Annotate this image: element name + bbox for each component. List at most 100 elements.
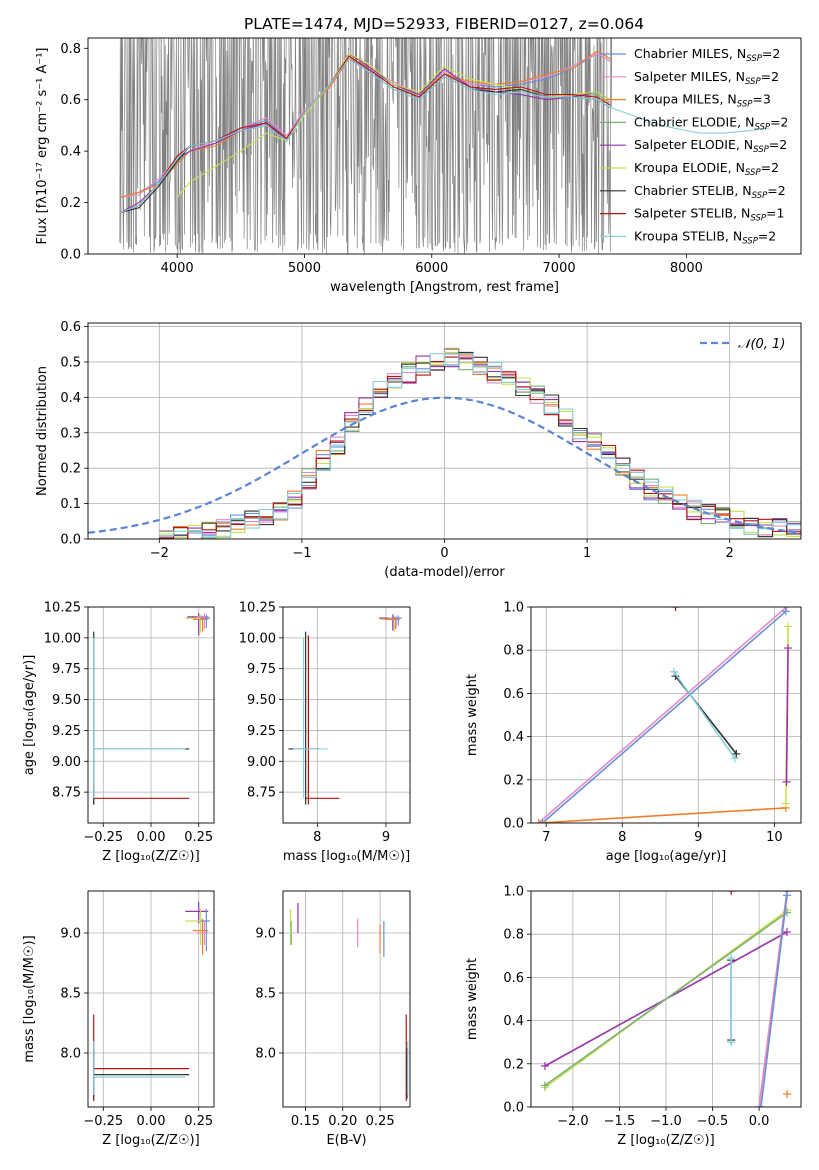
x-tick-label: 6000 <box>415 261 448 276</box>
y-tick-label: 10.00 <box>239 631 276 646</box>
y-tick-label: 0.6 <box>60 320 81 335</box>
y-tick-label: 0.2 <box>503 773 524 788</box>
plot-area <box>119 38 770 254</box>
axes-frame <box>87 322 802 540</box>
weight-marker <box>540 1081 549 1090</box>
legend-label: Chabrier STELIB, NSSP=2 <box>634 183 786 201</box>
x-tick-label: 0.25 <box>366 1114 395 1129</box>
weight-line-2 <box>544 911 788 1087</box>
y-tick-label: 9.50 <box>52 693 81 708</box>
panel-age-vs-Z: −0.25 0.00 0.25 8.75 9.00 9.25 9.50 9.75 10.00 10… <box>22 601 215 864</box>
y-axis-label: age [log₁₀(age/yr)] <box>22 655 37 776</box>
y-tick-label: 8.75 <box>247 786 276 801</box>
y-tick-label: 0.2 <box>503 1057 524 1072</box>
y-tick-label: 0.3 <box>60 426 81 441</box>
x-tick-label: 7 <box>542 830 550 845</box>
x-axis-label: mass [log₁₀(M/M☉)] <box>283 849 410 864</box>
axes-frame <box>87 890 215 1108</box>
weight-marker <box>671 607 680 611</box>
histogram-4 <box>159 352 801 539</box>
y-tick-label: 0.4 <box>503 730 524 745</box>
x-tick-label: −0.25 <box>83 1114 123 1129</box>
normal-curve <box>88 396 801 534</box>
panel-residuals: −2 −1 0 1 2 0.0 0.1 0.2 0.3 0.4 0.5 0.6 (data-model)… <box>35 320 802 580</box>
legend-label: Chabrier ELODIE, NSSP=2 <box>634 114 789 132</box>
point-5 <box>385 616 400 630</box>
panel-spectrum: 4000 5000 6000 7000 8000 0.0 0.2 0.4 0.6 0.8 wavel… <box>35 37 802 295</box>
axes-frame <box>530 606 802 824</box>
y-tick-label: 8.5 <box>60 987 81 1002</box>
weight-marker <box>782 607 791 611</box>
y-tick-label: 1.0 <box>503 885 524 900</box>
y-tick-label: 9.00 <box>52 755 81 770</box>
weight-marker <box>783 891 792 900</box>
weight-marker <box>782 777 791 786</box>
x-tick-label: −2 <box>150 546 169 561</box>
y-tick-label: 0.6 <box>60 93 81 108</box>
x-tick-label: 0 <box>440 546 448 561</box>
y-tick-label: 0.0 <box>503 817 524 832</box>
weight-marker <box>783 1090 792 1099</box>
x-tick-label: 0.25 <box>184 1114 213 1129</box>
x-axis-label: wavelength [Angstrom, rest frame] <box>330 280 559 295</box>
y-tick-label: 0.5 <box>60 355 81 370</box>
weight-line-4 <box>673 671 736 759</box>
histogram-8 <box>159 353 801 539</box>
weight-marker <box>727 953 736 962</box>
x-tick-label: −1.0 <box>650 1114 682 1129</box>
panel-weight-vs-age: 7 8 9 10 0.0 0.2 0.4 0.6 0.8 1.0 age [log₁₀(age/yr… <box>465 601 802 864</box>
point-2 <box>293 637 328 799</box>
legend-label: Salpeter ELODIE, NSSP=2 <box>634 137 787 155</box>
y-tick-label: 0.6 <box>503 687 524 702</box>
point-7 <box>391 615 402 626</box>
x-axis-label: age [log₁₀(age/yr)] <box>606 849 727 864</box>
x-tick-label: 0.15 <box>291 1114 320 1129</box>
legend-label: Salpeter MILES, NSSP=2 <box>634 69 779 87</box>
legend-label: Kroupa ELODIE, NSSP=2 <box>634 160 779 178</box>
weight-line-0 <box>538 607 788 823</box>
point-5 <box>193 918 209 955</box>
model-spectrum-8 <box>119 57 770 214</box>
y-tick-label: 10.25 <box>239 601 276 616</box>
panel-age-vs-mass: 8 9 8.75 9.00 9.25 9.50 9.75 10.00 10.25 mass [lo… <box>239 601 411 864</box>
weight-marker <box>540 1061 549 1070</box>
x-tick-label: 0.20 <box>328 1114 357 1129</box>
x-axis-label: Z [log₁₀(Z/Z☉)] <box>102 849 199 864</box>
weight-marker <box>784 644 793 653</box>
y-tick-label: 1.0 <box>503 601 524 616</box>
x-tick-label: 4000 <box>161 261 194 276</box>
y-tick-label: 9.0 <box>255 927 276 942</box>
panel-mass-vs-ebv: 0.15 0.20 0.25 8.0 8.5 9.0 E(B-V) <box>255 890 411 1148</box>
y-tick-label: 0.1 <box>60 497 81 512</box>
panels: 4000 5000 6000 7000 8000 0.0 0.2 0.4 0.6 0.8 wavel… <box>22 37 802 1148</box>
y-tick-label: 9.25 <box>247 724 276 739</box>
weight-marker <box>783 928 792 937</box>
axes-frame <box>282 890 411 1108</box>
weight-marker <box>534 819 543 823</box>
y-tick-label: 0.0 <box>60 533 81 548</box>
observed-spectrum <box>119 38 613 254</box>
legend: Chabrier MILES, NSSP=2 Salpeter MILES, NS… <box>600 46 789 246</box>
plot-area <box>531 607 801 823</box>
x-axis-label: E(B-V) <box>326 1133 366 1148</box>
plot-area <box>88 323 801 539</box>
weight-marker <box>781 607 790 616</box>
y-tick-label: 10.25 <box>44 601 81 616</box>
x-axis-label: Z [log₁₀(Z/Z☉)] <box>102 1133 199 1148</box>
x-tick-label: −0.5 <box>697 1114 729 1129</box>
y-tick-label: 9.00 <box>247 755 276 770</box>
legend-label: Kroupa MILES, NSSP=3 <box>634 92 771 110</box>
weight-line-6 <box>785 647 789 783</box>
y-tick-label: 8.0 <box>60 1047 81 1062</box>
histogram-6 <box>159 351 801 539</box>
weight-marker <box>756 1103 765 1107</box>
x-axis-label: (data-model)/error <box>384 565 505 580</box>
x-tick-label: −1 <box>292 546 311 561</box>
weight-marker <box>781 799 790 808</box>
weight-marker <box>755 1103 764 1107</box>
point-2 <box>93 637 186 799</box>
model-spectrum-7 <box>119 55 611 214</box>
x-tick-label: 0.0 <box>749 1114 770 1129</box>
legend-label: Salpeter STELIB, NSSP=1 <box>634 206 784 224</box>
axes-frame <box>87 606 215 824</box>
